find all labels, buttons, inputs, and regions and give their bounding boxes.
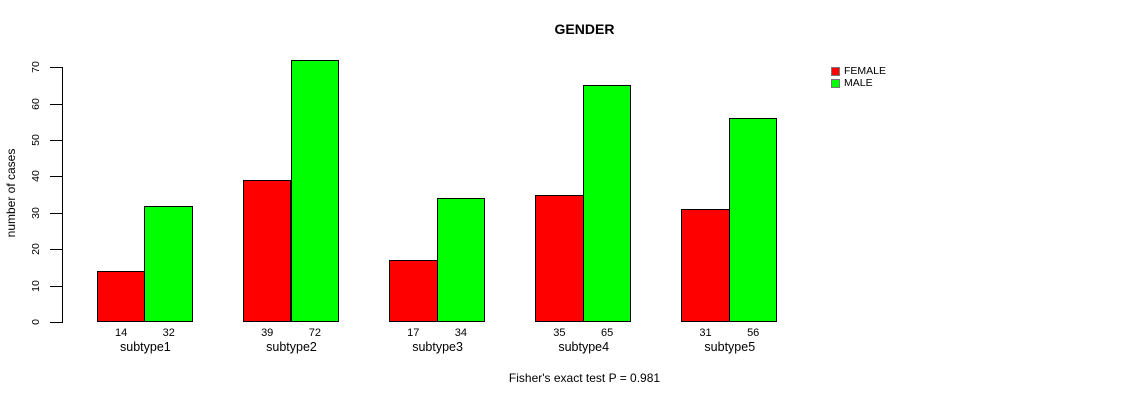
legend-label-female: FEMALE xyxy=(844,65,887,77)
category-label-subtype5: subtype5 xyxy=(704,340,756,354)
legend-label-male: MALE xyxy=(844,77,873,89)
y-tick-label-50: 50 xyxy=(30,134,42,146)
y-tick-mark-20 xyxy=(50,249,62,250)
bar-male-subtype3 xyxy=(436,198,486,322)
y-tick-label-10: 10 xyxy=(30,280,42,292)
legend: FEMALE MALE xyxy=(831,66,886,89)
bar-male-subtype2 xyxy=(290,59,340,322)
bar-female-subtype4 xyxy=(535,194,584,322)
y-tick-mark-10 xyxy=(50,286,62,287)
bar-male-subtype5 xyxy=(728,118,778,322)
bar-value-female-subtype2: 39 xyxy=(261,327,274,339)
bar-female-subtype1 xyxy=(96,271,146,322)
bar-value-male-subtype4: 65 xyxy=(600,327,614,339)
legend-item-female: FEMALE xyxy=(831,66,886,77)
y-tick-label-20: 20 xyxy=(30,243,42,255)
category-label-subtype4: subtype4 xyxy=(558,340,610,354)
legend-item-male: MALE xyxy=(831,78,886,89)
y-tick-mark-40 xyxy=(50,176,62,177)
category-label-subtype2: subtype2 xyxy=(266,340,317,354)
bar-female-subtype2 xyxy=(242,180,292,322)
y-tick-label-70: 70 xyxy=(30,61,42,73)
bar-value-male-subtype5: 56 xyxy=(747,327,760,339)
y-tick-label-30: 30 xyxy=(30,207,42,219)
y-tick-label-0: 0 xyxy=(30,319,42,325)
category-label-subtype3: subtype3 xyxy=(412,340,463,354)
y-axis-line xyxy=(62,67,63,323)
y-tick-mark-0 xyxy=(50,322,62,323)
bar-value-female-subtype1: 14 xyxy=(114,327,128,339)
bar-value-male-subtype2: 72 xyxy=(308,327,322,339)
chart-title: GENDER xyxy=(554,21,615,37)
bar-male-subtype4 xyxy=(582,85,632,322)
y-tick-label-40: 40 xyxy=(30,170,42,182)
bar-value-male-subtype1: 32 xyxy=(162,327,175,339)
y-axis-title: number of cases xyxy=(4,148,18,238)
category-label-subtype1: subtype1 xyxy=(120,340,171,354)
y-tick-mark-70 xyxy=(50,67,62,68)
bar-female-subtype5 xyxy=(681,209,730,322)
y-tick-mark-60 xyxy=(50,104,62,105)
bar-value-female-subtype3: 17 xyxy=(407,327,420,339)
y-tick-mark-30 xyxy=(50,213,62,214)
bar-value-female-subtype5: 31 xyxy=(699,327,712,339)
y-tick-label-60: 60 xyxy=(30,98,42,110)
bar-value-male-subtype3: 34 xyxy=(454,327,468,339)
male-color-swatch-icon xyxy=(831,79,840,88)
y-tick-mark-50 xyxy=(50,140,62,141)
bar-male-subtype1 xyxy=(144,205,194,322)
bar-female-subtype3 xyxy=(388,260,438,322)
annotation-text: Fisher's exact test P = 0.981 xyxy=(508,371,661,385)
bar-value-female-subtype4: 35 xyxy=(553,327,566,339)
female-color-swatch-icon xyxy=(831,67,840,76)
